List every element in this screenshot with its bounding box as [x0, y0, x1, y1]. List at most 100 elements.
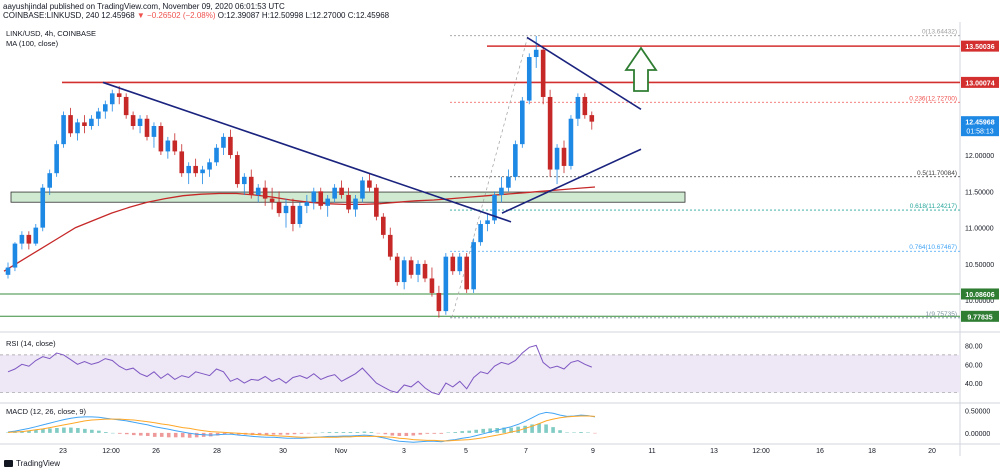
- macd-histogram-bar: [278, 432, 283, 435]
- macd-histogram-bar: [467, 430, 472, 433]
- x-axis-label: 23: [59, 448, 67, 455]
- macd-histogram-bar: [397, 432, 402, 436]
- candle-body: [506, 176, 511, 188]
- macd-histogram-bar: [327, 432, 332, 433]
- macd-histogram-bar: [481, 428, 485, 433]
- x-axis-label: 16: [816, 448, 824, 455]
- macd-tick-label: 0.50000: [965, 409, 990, 416]
- candle-body: [207, 162, 212, 170]
- tradingview-logo-icon: [4, 460, 13, 467]
- ma-legend: MA (100, close): [6, 39, 59, 48]
- countdown-label: 01:58:13: [966, 129, 993, 136]
- macd-histogram-bar: [55, 428, 59, 433]
- macd-histogram-bar: [83, 428, 87, 433]
- macd-histogram-bar: [6, 432, 10, 433]
- macd-line: [7, 411, 596, 443]
- candle-body: [575, 96, 581, 119]
- macd-histogram-bar: [152, 432, 157, 437]
- chart-header: aayushjindal published on TradingView.co…: [3, 2, 285, 11]
- candle-body: [478, 224, 483, 243]
- candle-body: [26, 234, 32, 244]
- low-value: 12.27000: [312, 11, 346, 20]
- candle-body: [68, 115, 73, 134]
- macd-histogram-bar: [404, 432, 409, 436]
- macd-histogram-bar: [509, 427, 513, 433]
- candle-body: [485, 220, 490, 224]
- candle-body: [394, 256, 400, 283]
- candle-body: [499, 187, 504, 195]
- candle-body: [332, 187, 337, 199]
- candle-body: [5, 267, 11, 275]
- low-label: L:: [305, 11, 313, 20]
- candle-body: [186, 165, 191, 174]
- candle-body: [568, 118, 574, 166]
- candle-body: [346, 194, 351, 210]
- fib-level-label: 0(13.64432): [922, 29, 957, 36]
- candle-body: [214, 147, 219, 163]
- macd-histogram-bar: [131, 432, 136, 436]
- macd-histogram-bar: [453, 432, 458, 433]
- candle-body: [554, 147, 560, 170]
- x-axis-label: 7: [524, 448, 528, 455]
- candle-body: [304, 202, 310, 206]
- close-label: C:: [347, 11, 356, 20]
- macd-histogram-bar: [425, 432, 430, 434]
- macd-histogram-bar: [362, 431, 367, 433]
- macd-histogram-bar: [502, 427, 506, 433]
- resistance-13-5-label-box: [961, 40, 999, 52]
- macd-histogram-bar: [145, 432, 150, 436]
- symbol-text: COINBASE:LINKUSD, 240: [3, 11, 100, 20]
- candle-body: [61, 115, 66, 145]
- macd-histogram-bar: [76, 428, 80, 433]
- macd-histogram-bar: [34, 429, 38, 433]
- support-9-78-label: 9.77835: [967, 314, 992, 321]
- x-axis-label: 3: [402, 448, 406, 455]
- open-value: 12.39087: [226, 11, 260, 20]
- macd-histogram-bar: [516, 426, 520, 433]
- macd-histogram-bar: [474, 429, 479, 433]
- macd-histogram-bar: [166, 432, 171, 438]
- x-axis-label: 30: [279, 448, 287, 455]
- candle-body: [520, 100, 525, 145]
- candle-body: [360, 180, 365, 199]
- macd-histogram-bar: [159, 432, 164, 437]
- macd-histogram-bar: [579, 432, 583, 433]
- candle-body: [561, 147, 567, 166]
- macd-histogram-bar: [334, 432, 339, 433]
- close-value: 12.45968: [355, 11, 390, 20]
- candle-body: [353, 198, 358, 210]
- rsi-tick-label: 40.00: [965, 381, 983, 388]
- macd-histogram-bar: [292, 432, 297, 435]
- resistance-13-label: 13.00074: [965, 80, 994, 87]
- candle-body: [123, 96, 129, 116]
- macd-legend: MACD (12, 26, close, 9): [6, 407, 87, 416]
- macd-histogram-bar: [418, 432, 423, 435]
- candle-body: [96, 111, 101, 119]
- macd-histogram-bar: [69, 427, 73, 433]
- macd-histogram-bar: [320, 432, 325, 433]
- chart-title: LINK/USD, 4h, COINBASE: [6, 29, 96, 38]
- macd-histogram-bar: [565, 432, 569, 433]
- candle-body: [200, 169, 205, 174]
- candle-body: [269, 198, 275, 203]
- macd-histogram-bar: [97, 430, 101, 433]
- fib-level-label: 1(9.75735): [926, 311, 957, 318]
- price-tick-label: 10.50000: [965, 262, 994, 269]
- quote-line: COINBASE:LINKUSD, 240 12.45968 ▼ −0.2650…: [3, 11, 389, 20]
- candle-body: [381, 216, 386, 235]
- x-axis-label: 28: [213, 448, 221, 455]
- rsi-tick-label: 60.00: [965, 362, 983, 369]
- x-axis-label: 9: [591, 448, 595, 455]
- high-label: H:: [261, 11, 270, 20]
- macd-histogram-bar: [348, 432, 353, 433]
- candle-body: [193, 165, 198, 174]
- x-axis-label: 11: [648, 448, 655, 455]
- macd-tick-label: 0.00000: [965, 431, 990, 438]
- candle-body: [172, 140, 178, 152]
- macd-histogram-bar: [488, 428, 492, 433]
- candle-body: [262, 187, 268, 199]
- candle-body: [492, 194, 497, 221]
- candle-body: [443, 256, 449, 312]
- tradingview-logo[interactable]: TradingView: [4, 459, 60, 468]
